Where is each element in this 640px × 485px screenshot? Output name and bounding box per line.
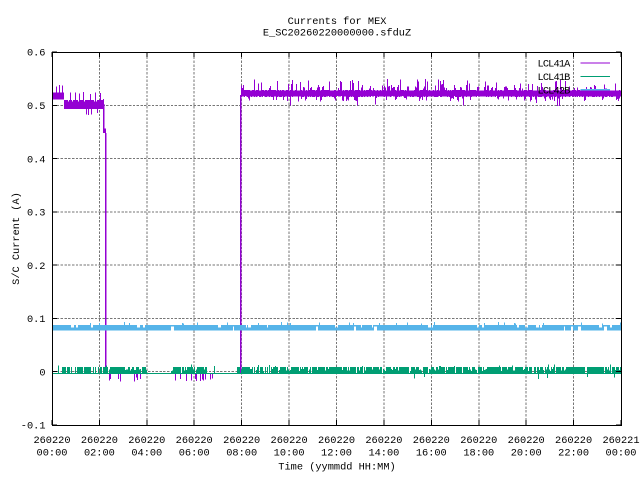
svg-text:18:00: 18:00	[463, 447, 494, 459]
svg-text:260220: 260220	[413, 435, 450, 447]
svg-text:0.5: 0.5	[27, 101, 46, 113]
svg-text:260220: 260220	[555, 435, 592, 447]
svg-text:LCL41A: LCL41A	[538, 59, 572, 71]
svg-text:08:00: 08:00	[226, 447, 257, 459]
svg-text:22:00: 22:00	[558, 447, 589, 459]
svg-text:260220: 260220	[460, 435, 497, 447]
svg-text:260220: 260220	[33, 435, 70, 447]
svg-text:16:00: 16:00	[416, 447, 447, 459]
svg-text:0.6: 0.6	[27, 48, 46, 60]
svg-text:260221: 260221	[602, 435, 639, 447]
svg-text:Time (yymmdd HH:MM): Time (yymmdd HH:MM)	[278, 462, 395, 474]
svg-text:0.2: 0.2	[27, 261, 46, 273]
svg-text:LCL41B: LCL41B	[538, 72, 571, 84]
svg-text:Currents for MEX: Currents for MEX	[288, 16, 387, 28]
svg-text:00:00: 00:00	[606, 447, 637, 459]
svg-text:0.3: 0.3	[27, 208, 46, 220]
svg-text:LCL42B: LCL42B	[538, 86, 571, 98]
svg-text:260220: 260220	[271, 435, 308, 447]
svg-text:0.1: 0.1	[27, 314, 46, 326]
svg-text:260220: 260220	[365, 435, 402, 447]
svg-text:20:00: 20:00	[511, 447, 542, 459]
svg-text:260220: 260220	[318, 435, 355, 447]
svg-text:10:00: 10:00	[274, 447, 305, 459]
svg-text:0: 0	[39, 367, 45, 379]
svg-text:0.4: 0.4	[27, 154, 46, 166]
svg-text:E_SC20260220000000.sfduZ: E_SC20260220000000.sfduZ	[263, 27, 411, 39]
svg-text:S/C Current (A): S/C Current (A)	[11, 192, 23, 285]
svg-text:12:00: 12:00	[321, 447, 352, 459]
svg-text:260220: 260220	[223, 435, 260, 447]
svg-text:260220: 260220	[176, 435, 213, 447]
svg-text:04:00: 04:00	[131, 447, 162, 459]
svg-text:260220: 260220	[508, 435, 545, 447]
svg-text:06:00: 06:00	[179, 447, 210, 459]
svg-text:-0.1: -0.1	[21, 421, 46, 433]
svg-text:02:00: 02:00	[84, 447, 115, 459]
svg-text:260220: 260220	[128, 435, 165, 447]
svg-text:14:00: 14:00	[368, 447, 399, 459]
svg-text:00:00: 00:00	[37, 447, 68, 459]
svg-text:260220: 260220	[81, 435, 118, 447]
